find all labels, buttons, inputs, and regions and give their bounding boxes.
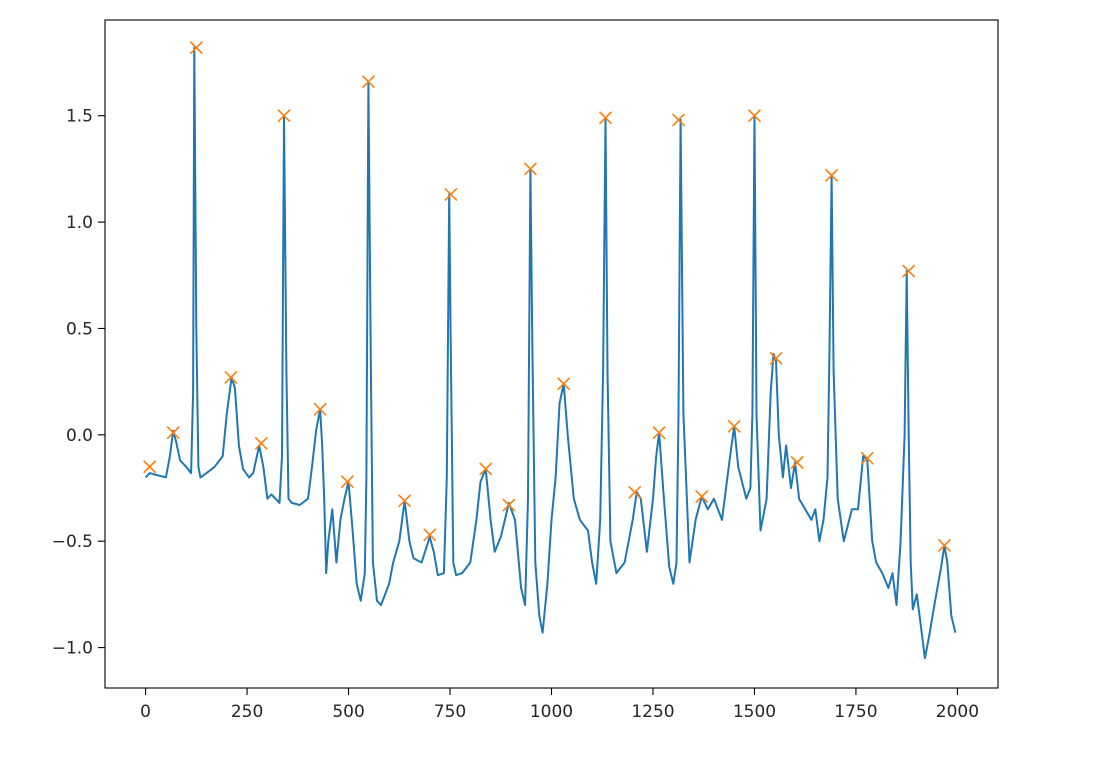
x-tick-label: 1500 — [733, 702, 776, 722]
axes-frame — [104, 19, 999, 689]
signal-line — [144, 46, 957, 660]
peak-marker — [166, 426, 180, 440]
peak-marker — [860, 451, 874, 465]
plot-area — [143, 41, 957, 660]
peak-marker — [727, 419, 741, 433]
peak-marker — [825, 168, 839, 182]
peak-marker — [423, 528, 437, 542]
x-axis: 0 250 500 750 1000 1250 1500 1750 2000 — [140, 688, 979, 722]
y-tick-label: 0.5 — [66, 319, 93, 339]
peak-marker — [769, 351, 783, 365]
peak-marker — [143, 460, 157, 474]
y-tick-label: 1.0 — [66, 213, 93, 233]
peak-marker — [747, 109, 762, 123]
peak-marker — [313, 402, 327, 416]
peak-marker — [523, 162, 537, 176]
peak-marker — [671, 113, 686, 127]
y-tick-label: −1.0 — [52, 639, 93, 659]
x-tick-label: 250 — [231, 702, 263, 722]
peak-marker — [277, 109, 291, 123]
peak-marker — [937, 538, 951, 553]
peak-marker — [652, 426, 666, 440]
y-axis: −1.0 −0.5 0.0 0.5 1.0 1.5 — [52, 107, 105, 659]
x-tick-label: 1000 — [530, 702, 573, 722]
x-tick-label: 2000 — [936, 702, 979, 722]
x-tick-label: 1250 — [631, 702, 674, 722]
peak-marker — [790, 455, 804, 470]
x-tick-label: 0 — [140, 702, 151, 722]
peak-marker — [224, 370, 238, 384]
peak-marker — [479, 462, 493, 476]
peak-marker — [340, 475, 354, 489]
y-tick-label: −0.5 — [52, 532, 93, 552]
peak-marker — [254, 436, 268, 450]
peak-marker — [361, 75, 376, 89]
peak-marker — [189, 41, 203, 55]
peak-marker — [502, 498, 516, 512]
peak-marker — [628, 485, 642, 499]
peak-marker — [695, 489, 709, 504]
peak-marker — [444, 187, 458, 202]
peak-marker — [397, 494, 412, 508]
peak-marker — [557, 377, 571, 391]
y-tick-label: 0.0 — [66, 426, 93, 446]
y-tick-label: 1.5 — [66, 107, 93, 127]
peak-marker — [598, 111, 613, 125]
x-tick-label: 1750 — [834, 702, 877, 722]
x-tick-label: 500 — [332, 702, 364, 722]
x-tick-label: 750 — [434, 702, 466, 722]
peak-marker — [902, 264, 916, 278]
